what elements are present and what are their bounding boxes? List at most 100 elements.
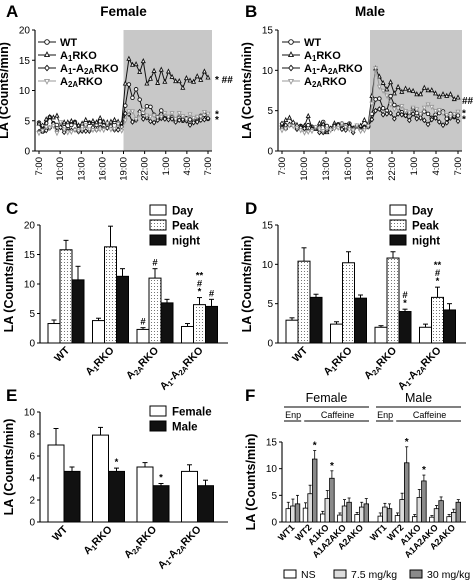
panel-b-point-s2 — [339, 126, 345, 133]
panel-a-point-s1 — [191, 78, 197, 84]
panel-b-point-s1 — [361, 116, 367, 123]
panel-f-bar-ns — [285, 508, 291, 523]
panel-b-point-s3 — [361, 128, 367, 134]
panel-b-point-s0 — [392, 102, 397, 108]
panel-b-x-tick-label: 10:00 — [299, 157, 310, 181]
panel-f-bar-ns — [302, 507, 309, 523]
panel-b-legend-marker — [287, 78, 295, 85]
panel-f-significance-label: * — [313, 441, 317, 452]
panel-a-point-s3 — [140, 108, 146, 114]
panel-a-point-s2 — [122, 110, 128, 117]
panel-f-legend-swatch — [409, 569, 423, 579]
panel-b-point-s3 — [328, 128, 334, 134]
panel-b-point-s3 — [433, 108, 439, 115]
panel-b-point-s3 — [335, 125, 341, 132]
panel-e-y-tick-label: 4 — [29, 474, 35, 485]
panel-a-point-s0 — [144, 103, 150, 109]
panel-a-point-s1 — [83, 116, 89, 122]
panel-a-legend-label: A1RKO — [60, 50, 97, 63]
panel-c-bar-night — [116, 275, 129, 344]
panel-c-bar-peak — [193, 304, 206, 344]
panel-b-y-tick-label: 0 — [267, 147, 273, 158]
panel-a-point-s3 — [165, 114, 171, 120]
panel-a-point-s3 — [97, 127, 103, 133]
panel-a-point-s3 — [101, 128, 107, 134]
panel-a-point-s1 — [155, 79, 161, 85]
panel-b-point-s3 — [331, 126, 337, 132]
panel-e-bar-male — [197, 485, 214, 523]
panel-b-point-s3 — [298, 128, 304, 134]
panel-a-point-s3 — [111, 126, 118, 133]
panel-b-title: Male — [355, 4, 386, 19]
panel-b-point-s3 — [451, 112, 457, 118]
panel-a-point-s3 — [201, 109, 207, 116]
panel-f-legend-swatch — [283, 569, 297, 579]
panel-d-legend-label: Peak — [412, 221, 439, 233]
panel-a-point-s3 — [43, 125, 49, 131]
panel-e-legend-swatch — [149, 405, 167, 417]
panel-f-bar-30-mg-kg — [329, 477, 335, 523]
panel-f-group-title: Female — [306, 391, 348, 405]
panel-a-legend-label-sub: 2A — [68, 80, 78, 89]
panel-b-point-s1 — [436, 93, 442, 99]
panel-b-point-s3 — [316, 127, 322, 133]
panel-a-point-s1 — [201, 68, 207, 74]
panel-b-point-s1 — [384, 86, 390, 92]
panel-b-point-s3 — [455, 109, 461, 115]
panel-a-point-s3 — [90, 128, 96, 134]
panel-b-legend-label-tail: RKO — [322, 76, 347, 88]
panel-f-bracket-label: Enp — [377, 410, 393, 420]
panel-d-x-tick-label-main: WT — [290, 344, 310, 364]
panel-f-bar-ns — [319, 513, 326, 523]
panel-c-y-tick-label: 15 — [24, 250, 36, 261]
panel-b-point-s1 — [414, 91, 420, 97]
panel-b-x-tick-label: 4:00 — [431, 157, 442, 176]
panel-c-bar-night — [205, 305, 218, 344]
panel-a-point-s3 — [162, 111, 168, 117]
panel-e-y-tick-label: 10 — [24, 408, 36, 419]
panel-f-bar-30-mg-kg — [403, 462, 410, 523]
panel-b-point-s1 — [391, 90, 397, 96]
panel-b-x-tick-label: 1:00 — [409, 157, 420, 176]
panel-a-point-s1 — [173, 78, 179, 84]
panel-a-point-s3 — [108, 127, 114, 133]
panel-b-x-tick-label: 7:00 — [453, 157, 464, 176]
panel-c-significance-label: * — [198, 287, 202, 298]
panel-a-point-s1 — [47, 113, 53, 119]
panel-e-x-tick-label-sub: 1 — [164, 558, 173, 567]
panel-a-legend-label-sub: 1 — [68, 54, 73, 63]
panel-b-annotation: * — [462, 108, 466, 119]
panel-e-y-axis-label: LA (Counts/min) — [2, 419, 16, 516]
panel-a-point-s3 — [183, 117, 189, 123]
panel-a-point-s3 — [187, 112, 193, 118]
panel-b-point-s2 — [399, 111, 405, 118]
panel-d-bar-peak — [431, 296, 444, 344]
panel-b-point-s2 — [380, 111, 386, 118]
panel-d-legend-label: night — [412, 236, 440, 248]
panel-a-annotation: * — [215, 115, 219, 126]
panel-c-legend-label: Peak — [172, 221, 199, 233]
panel-f-bracket-label: Caffeine — [413, 410, 446, 420]
panel-b-point-s3 — [380, 88, 386, 94]
panel-b-point-s3 — [343, 125, 349, 131]
panel-b-point-s3 — [373, 66, 379, 72]
panel-e-y-tick-label: 2 — [29, 496, 35, 507]
panel-f-bracket-label: Caffeine — [321, 410, 354, 420]
panel-a-legend-marker — [43, 78, 51, 85]
panel-e-legend-swatch — [149, 420, 167, 432]
panel-f-bar-7-5-mg-kg — [416, 497, 422, 523]
panel-b-point-s3 — [376, 84, 382, 90]
panel-b-point-s2 — [410, 110, 416, 117]
panel-d-x-tick-label: WT — [290, 344, 310, 364]
panel-d-significance-label: * — [403, 298, 407, 309]
panel-b-point-s3 — [350, 128, 356, 134]
panel-a-point-s1 — [43, 116, 49, 122]
panel-a-point-s1 — [97, 114, 103, 121]
panel-f-bar-7-5-mg-kg — [399, 499, 405, 523]
panel-f-bar-30-mg-kg — [455, 501, 461, 523]
panel-c-x-tick-label-sub: 1 — [166, 379, 175, 388]
panel-b-point-s2 — [388, 110, 393, 116]
panel-b-legend-marker — [287, 51, 295, 58]
panel-a-point-s3 — [119, 128, 125, 134]
panel-c-bar-day — [92, 320, 105, 344]
